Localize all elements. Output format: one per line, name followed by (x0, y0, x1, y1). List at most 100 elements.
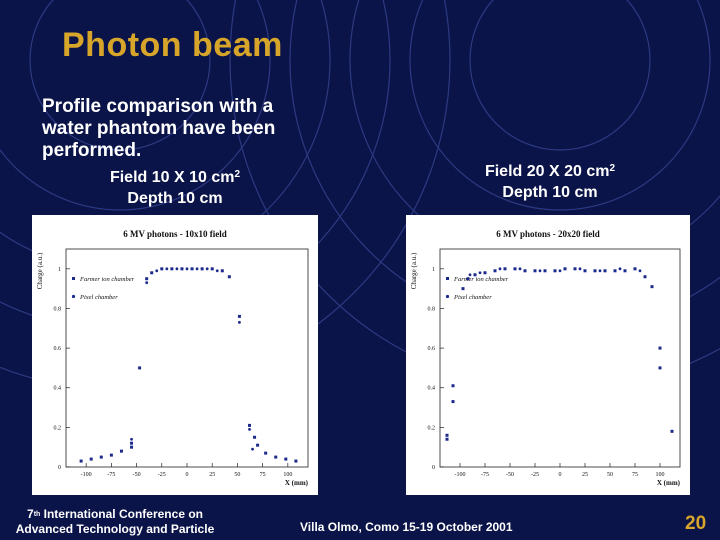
data-point-0 (613, 269, 617, 273)
footer-venue: Villa Olmo, Como 15-19 October 2001 (300, 520, 513, 534)
data-point-0 (130, 445, 134, 449)
intro-text: Profile comparison with a water phantom … (42, 96, 276, 161)
data-point-0 (513, 267, 517, 271)
footer-conference: 7th International Conference on Advanced… (6, 507, 224, 537)
data-point-0 (553, 269, 557, 273)
data-point-0 (294, 459, 298, 463)
data-point-0 (264, 451, 268, 455)
x-tick-label: -50 (506, 472, 514, 478)
right-field-caption: Field 20 X 20 cm2 Depth 10 cm (455, 161, 645, 203)
x-tick-label: 75 (632, 472, 638, 478)
y-axis-label: Charge (a.u.) (36, 252, 44, 289)
data-point-0 (473, 273, 477, 277)
x-axis-label: X (mm) (285, 479, 309, 487)
data-point-1 (145, 281, 149, 285)
data-point-0 (650, 285, 654, 289)
x-tick-label: -75 (481, 472, 489, 478)
data-point-0 (145, 277, 149, 281)
data-point-1 (518, 267, 522, 271)
y-tick-label: 1 (432, 267, 435, 273)
footer-ordinal: 7 (27, 507, 34, 521)
data-point-0 (200, 267, 204, 271)
footer-line1: International Conference on (40, 507, 203, 521)
y-tick-label: 0.8 (428, 306, 436, 312)
data-point-0 (284, 457, 288, 461)
data-point-0 (543, 269, 547, 273)
data-point-1 (175, 267, 179, 271)
data-point-0 (89, 457, 93, 461)
x-tick-label: -75 (107, 472, 115, 478)
y-axis-label: Charge (a.u.) (410, 252, 418, 289)
x-tick-label: -25 (531, 472, 539, 478)
right-depth-line: Depth 10 cm (502, 184, 598, 201)
left-depth-line: Depth 10 cm (127, 190, 223, 207)
data-point-1 (248, 427, 251, 431)
data-point-1 (638, 269, 642, 273)
data-point-1 (155, 269, 159, 273)
data-point-0 (150, 271, 154, 275)
data-point-1 (558, 269, 562, 273)
data-point-0 (180, 267, 184, 271)
y-tick-label: 0.2 (428, 425, 436, 431)
left-field-sup: 2 (234, 169, 241, 180)
data-point-0 (220, 269, 224, 273)
legend-marker-1 (445, 294, 450, 299)
x-tick-label: 25 (582, 472, 588, 478)
data-point-0 (593, 269, 597, 273)
data-point-0 (248, 423, 252, 427)
data-point-1 (498, 267, 502, 271)
left-field-caption: Field 10 X 10 cm2 Depth 10 cm (80, 167, 270, 209)
data-point-1 (195, 267, 199, 271)
chart-title: 6 MV photons - 20x20 field (496, 229, 600, 239)
footer-ordinal-sup: th (33, 511, 41, 518)
x-axis-label: X (mm) (657, 479, 681, 487)
data-point-0 (256, 443, 260, 447)
data-point-1 (130, 437, 133, 441)
legend-marker-0 (446, 277, 449, 280)
x-tick-label: 75 (260, 472, 266, 478)
data-point-0 (79, 459, 83, 463)
footer-line2: Advanced Technology and Particle (15, 522, 215, 536)
data-point-0 (138, 366, 142, 370)
data-point-0 (237, 314, 241, 318)
data-point-0 (483, 271, 487, 275)
data-point-1 (538, 269, 542, 273)
y-tick-label: 0.2 (54, 425, 62, 431)
y-tick-label: 0.6 (54, 346, 62, 352)
y-tick-label: 0.6 (428, 346, 436, 352)
y-tick-label: 0.8 (54, 306, 62, 312)
data-point-0 (451, 384, 455, 388)
data-point-1 (618, 267, 622, 271)
x-tick-label: 100 (656, 472, 665, 478)
data-point-0 (603, 269, 607, 273)
y-tick-label: 0.4 (428, 386, 436, 392)
data-point-0 (445, 433, 449, 437)
left-field-line1: Field 10 X 10 cm (109, 169, 235, 186)
x-tick-label: -100 (81, 472, 92, 478)
data-point-0 (493, 269, 497, 273)
slide-title: Photon beam (62, 26, 283, 64)
data-point-1 (468, 273, 472, 277)
legend-label-1: Pixel chamber (79, 294, 118, 301)
data-point-1 (658, 346, 662, 350)
y-tick-label: 0 (432, 465, 435, 471)
data-point-0 (643, 275, 647, 279)
data-point-0 (130, 441, 134, 445)
x-tick-label: 25 (209, 472, 215, 478)
chart-20x20: 6 MV photons - 20x20 field -100 -75 -50 -25 0… (410, 229, 681, 487)
right-field-sup: 2 (609, 163, 616, 174)
legend-label-1: Pixel chamber (453, 294, 492, 301)
y-tick-label: 0 (58, 465, 61, 471)
data-point-0 (274, 455, 278, 459)
data-point-0 (160, 267, 164, 271)
right-field-line1: Field 20 X 20 cm (484, 163, 610, 180)
data-point-1 (578, 267, 582, 271)
x-tick-label: 0 (559, 472, 562, 478)
data-point-0 (533, 269, 537, 273)
data-point-1 (238, 320, 241, 324)
page-number: 20 (685, 513, 707, 534)
data-point-1 (598, 269, 602, 273)
legend-marker-0 (72, 277, 75, 280)
x-tick-label: 50 (234, 472, 240, 478)
data-point-0 (445, 437, 449, 441)
